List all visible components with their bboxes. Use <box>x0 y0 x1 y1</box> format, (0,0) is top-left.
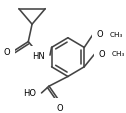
Text: O: O <box>98 49 105 58</box>
Text: O: O <box>4 47 10 56</box>
Text: HO: HO <box>23 89 36 98</box>
Text: CH₃: CH₃ <box>109 32 123 38</box>
Text: HN: HN <box>33 51 45 60</box>
Text: O: O <box>56 103 63 112</box>
Text: O: O <box>96 30 103 39</box>
Text: CH₃: CH₃ <box>111 51 125 57</box>
